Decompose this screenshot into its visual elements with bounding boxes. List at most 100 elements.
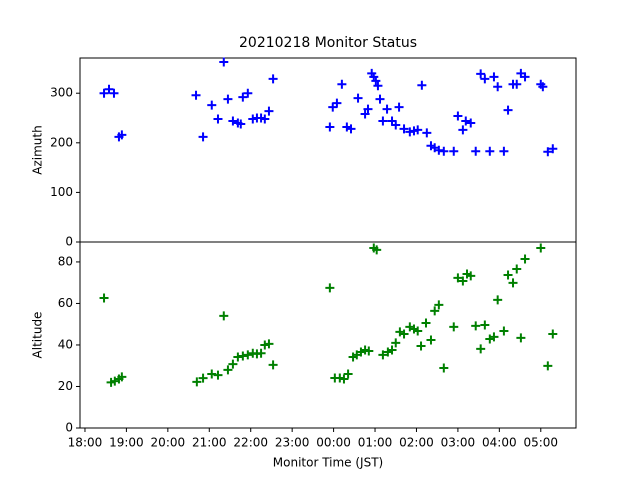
point [543,147,553,157]
point [378,116,388,126]
point [394,102,404,112]
point [360,109,370,119]
point [476,344,486,354]
point [413,125,423,135]
point [480,320,490,330]
point [268,74,278,84]
point [353,93,363,103]
point [364,346,374,356]
point [109,88,119,98]
point [260,114,270,124]
point [516,333,526,343]
point [325,122,335,132]
x-tick-label: 19:00 [109,436,144,450]
point [461,116,471,126]
point [238,92,248,102]
point [207,369,217,379]
point [198,132,208,142]
point [508,278,518,288]
point [260,340,270,350]
point [337,79,347,89]
point [439,363,449,373]
x-tick-label: 00:00 [316,436,351,450]
point [363,104,373,114]
x-tick-label: 22:00 [233,436,268,450]
point [538,82,548,92]
chart-title: 20210218 Monitor Status [239,35,417,51]
point [228,116,238,126]
x-tick-label: 03:00 [441,436,476,450]
y-axis-label: Altitude [31,312,45,359]
point [191,90,201,100]
point [391,338,401,348]
point [378,350,388,360]
point [543,361,553,371]
point [520,254,530,264]
point [512,79,522,89]
point [104,84,114,94]
point [503,270,513,280]
point [219,311,229,321]
x-tick-label: 20:00 [151,436,186,450]
point [371,76,381,86]
point [499,146,509,156]
point [458,276,468,286]
point [439,146,449,156]
point [117,130,127,140]
point [493,82,503,92]
point [430,306,440,316]
point [471,146,481,156]
point [493,295,503,305]
x-tick-label: 02:00 [399,436,434,450]
point [213,370,223,380]
point [391,120,401,130]
point [243,350,253,360]
point [413,326,423,336]
point [489,332,499,342]
y-tick-label: 0 [65,421,73,435]
point [372,245,382,255]
x-tick-label: 01:00 [358,436,393,450]
x-tick-label: 21:00 [192,436,227,450]
point [223,365,233,375]
point [471,321,481,331]
point [466,118,476,128]
point [342,122,352,132]
point [499,326,509,336]
point [339,374,349,384]
point [243,88,253,98]
point [335,373,345,383]
point [373,81,383,91]
point [213,114,223,124]
point [399,329,409,339]
point [453,273,463,283]
point [485,146,495,156]
point [268,360,278,370]
point [387,345,397,355]
y-tick-label: 40 [58,337,73,351]
point [417,80,427,90]
point [449,322,459,332]
y-tick-label: 200 [50,135,73,149]
plot-frame [79,241,577,429]
plot-frame [79,57,577,243]
point [117,372,127,382]
point [99,293,109,303]
point [548,329,558,339]
y-tick-label: 80 [58,254,73,268]
point [223,94,233,104]
point [382,104,392,114]
y-tick-label: 0 [65,235,73,249]
point [536,243,546,253]
x-axis-label: Monitor Time (JST) [273,456,383,470]
point [426,335,436,345]
point [264,339,274,349]
point [219,57,229,67]
point [416,341,426,351]
y-axis-label: Azimuth [31,125,45,174]
point [228,359,238,369]
x-tick-label: 05:00 [523,436,558,450]
x-tick-label: 18:00 [68,436,103,450]
x-tick-label: 04:00 [482,436,517,450]
